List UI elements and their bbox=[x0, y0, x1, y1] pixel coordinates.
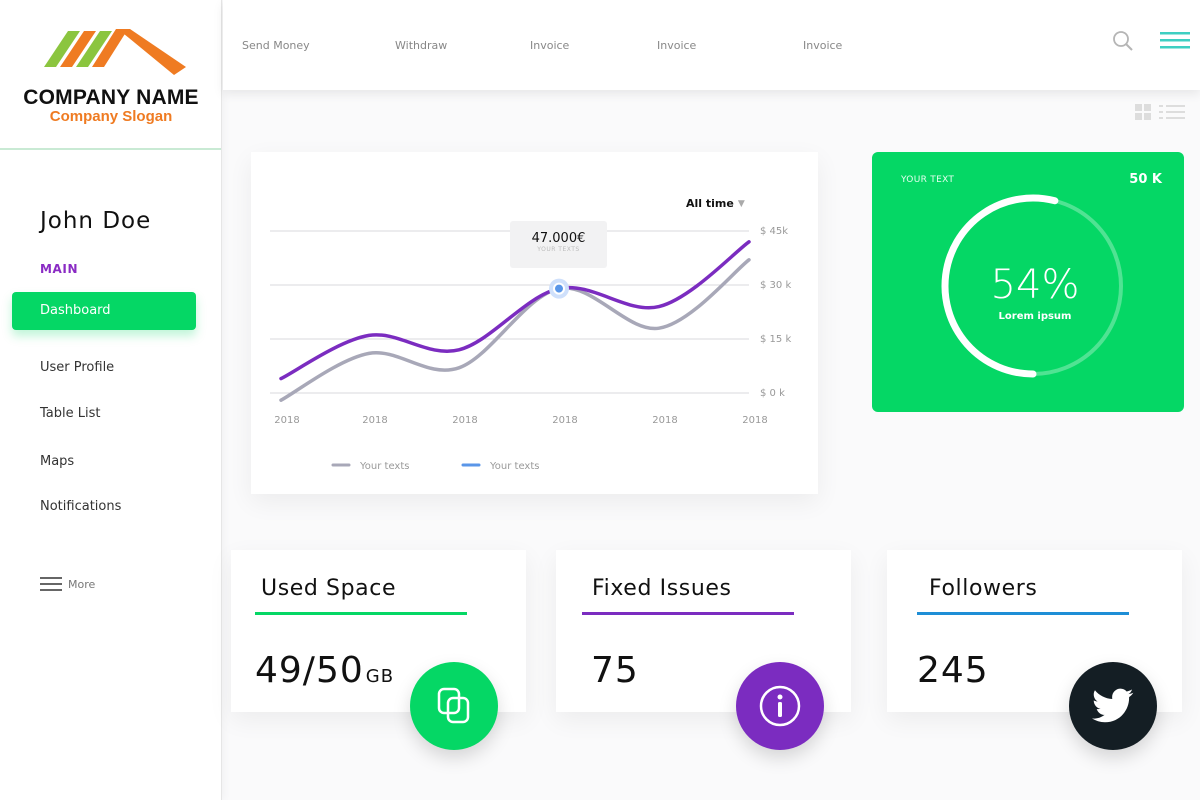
time-filter-dropdown[interactable]: All time ▼ bbox=[686, 197, 745, 210]
legend-label: Your texts bbox=[359, 461, 409, 472]
sidebar-item-user-profile[interactable]: User Profile bbox=[40, 360, 115, 375]
info-icon bbox=[759, 685, 801, 727]
stat-title: Followers bbox=[929, 576, 1038, 601]
stat-card-fixed-issues: Fixed Issues 75 bbox=[556, 550, 851, 750]
twitter-icon bbox=[1092, 688, 1134, 723]
stat-value: 245 bbox=[917, 650, 989, 691]
y-tick-label: $ 15 k bbox=[760, 334, 791, 345]
topnav-invoice-3[interactable]: Invoice bbox=[803, 39, 843, 52]
more-label: More bbox=[68, 577, 96, 591]
sidebar: COMPANY NAME Company Slogan John Doe MAI… bbox=[0, 0, 222, 800]
time-filter-label: All time bbox=[686, 197, 734, 210]
topnav-invoice-1[interactable]: Invoice bbox=[530, 39, 570, 52]
highlight-point bbox=[553, 282, 565, 295]
stat-card-followers: Followers 245 bbox=[887, 550, 1182, 750]
progress-ring-fill bbox=[941, 194, 1059, 378]
copy-icon bbox=[437, 687, 470, 724]
topnav-withdraw[interactable]: Withdraw bbox=[395, 39, 448, 52]
line-chart: $ 0 k $ 15 k $ 30 k $ 45k 2018 2018 2018 2018 20… bbox=[270, 226, 791, 472]
progress-percent: 54% bbox=[990, 262, 1080, 308]
stat-icon-button[interactable] bbox=[1069, 662, 1157, 750]
progress-ring bbox=[941, 194, 1123, 378]
stat-card-used-space: Used Space 49/50 GB bbox=[231, 550, 526, 750]
stat-underline bbox=[255, 612, 467, 615]
grid-view-icon[interactable] bbox=[1135, 104, 1151, 120]
stat-underline bbox=[582, 612, 794, 615]
legend-label: Your texts bbox=[489, 461, 539, 472]
progress-subtitle: Lorem ipsum bbox=[998, 311, 1072, 322]
x-tick-label: 2018 bbox=[452, 415, 477, 426]
list-view-icon[interactable] bbox=[1159, 104, 1185, 120]
series-line-1 bbox=[279, 258, 751, 402]
stat-icon-button[interactable] bbox=[736, 662, 824, 750]
sidebar-item-dashboard[interactable]: Dashboard bbox=[12, 292, 196, 330]
chart-card: $ 0 k $ 15 k $ 30 k $ 45k 2018 2018 2018 2018 20… bbox=[251, 152, 818, 494]
tooltip-sub: YOUR TEXTS bbox=[537, 246, 580, 253]
progress-card-value: 50 K bbox=[1129, 172, 1162, 187]
x-tick-label: 2018 bbox=[362, 415, 387, 426]
x-tick-label: 2018 bbox=[552, 415, 577, 426]
progress-card-label: YOUR TEXT bbox=[901, 175, 955, 185]
y-tick-label: $ 30 k bbox=[760, 280, 791, 291]
hamburger-small-icon bbox=[40, 577, 62, 591]
logo-box: COMPANY NAME Company Slogan bbox=[0, 0, 221, 150]
stat-value: 75 bbox=[591, 650, 639, 691]
company-name: COMPANY NAME bbox=[23, 86, 199, 109]
stat-title: Fixed Issues bbox=[592, 576, 732, 601]
progress-card: YOUR TEXT 50 K 54% Lorem ipsum bbox=[872, 152, 1184, 412]
series-line-2 bbox=[279, 240, 751, 381]
chevron-down-icon: ▼ bbox=[737, 198, 745, 209]
company-logo-icon bbox=[44, 29, 186, 75]
chart-tooltip: 47.000€ YOUR TEXTS bbox=[510, 221, 607, 268]
x-tick-label: 2018 bbox=[274, 415, 299, 426]
sidebar-item-notifications[interactable]: Notifications bbox=[40, 499, 122, 514]
stat-number: 75 bbox=[591, 650, 639, 691]
stat-title: Used Space bbox=[261, 576, 397, 601]
hamburger-icon[interactable] bbox=[1160, 32, 1190, 50]
stat-number: 49/50 bbox=[255, 650, 364, 691]
x-tick-label: 2018 bbox=[652, 415, 677, 426]
sidebar-item-table-list[interactable]: Table List bbox=[40, 406, 101, 421]
y-tick-label: $ 0 k bbox=[760, 388, 785, 399]
topnav-invoice-2[interactable]: Invoice bbox=[657, 39, 697, 52]
company-slogan: Company Slogan bbox=[49, 108, 173, 125]
sidebar-item-maps[interactable]: Maps bbox=[40, 454, 75, 469]
stat-underline bbox=[917, 612, 1129, 615]
stat-number: 245 bbox=[917, 650, 989, 691]
x-tick-label: 2018 bbox=[742, 415, 767, 426]
user-name: John Doe bbox=[40, 208, 152, 234]
search-icon[interactable] bbox=[1112, 30, 1134, 52]
section-label-main: MAIN bbox=[40, 262, 79, 276]
topnav-send-money[interactable]: Send Money bbox=[242, 39, 310, 52]
more-button[interactable]: More bbox=[40, 577, 95, 591]
stat-unit: GB bbox=[365, 666, 395, 687]
view-toggle bbox=[1135, 104, 1185, 120]
stat-icon-button[interactable] bbox=[410, 662, 498, 750]
y-tick-label: $ 45k bbox=[760, 226, 788, 237]
stat-value: 49/50 GB bbox=[255, 650, 394, 691]
tooltip-value: 47.000€ bbox=[531, 231, 586, 246]
top-bar: Send Money Withdraw Invoice Invoice Invo… bbox=[223, 0, 1200, 90]
